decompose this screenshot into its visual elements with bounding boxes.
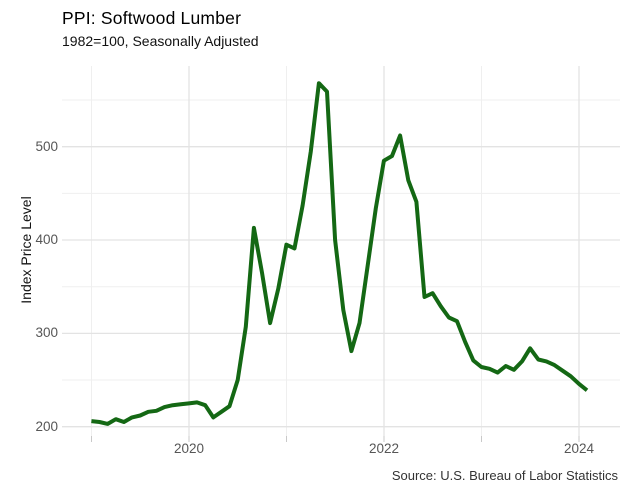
chart-subtitle: 1982=100, Seasonally Adjusted: [62, 33, 259, 49]
y-tick-label: 500: [35, 138, 58, 154]
y-tick-label: 400: [35, 232, 58, 248]
x-tick-label: 2020: [173, 441, 205, 456]
y-axis-title: Index Price Level: [18, 196, 34, 304]
source-caption: Source: U.S. Bureau of Labor Statistics: [391, 468, 618, 483]
chart-title: PPI: Softwood Lumber: [62, 8, 242, 28]
y-tick-label: 300: [35, 325, 58, 341]
y-tick-label: 200: [35, 418, 58, 434]
ppi-softwood-lumber-line: [91, 81, 589, 426]
x-tick-label: 2022: [368, 441, 400, 456]
x-tick-label: 2024: [563, 441, 595, 456]
